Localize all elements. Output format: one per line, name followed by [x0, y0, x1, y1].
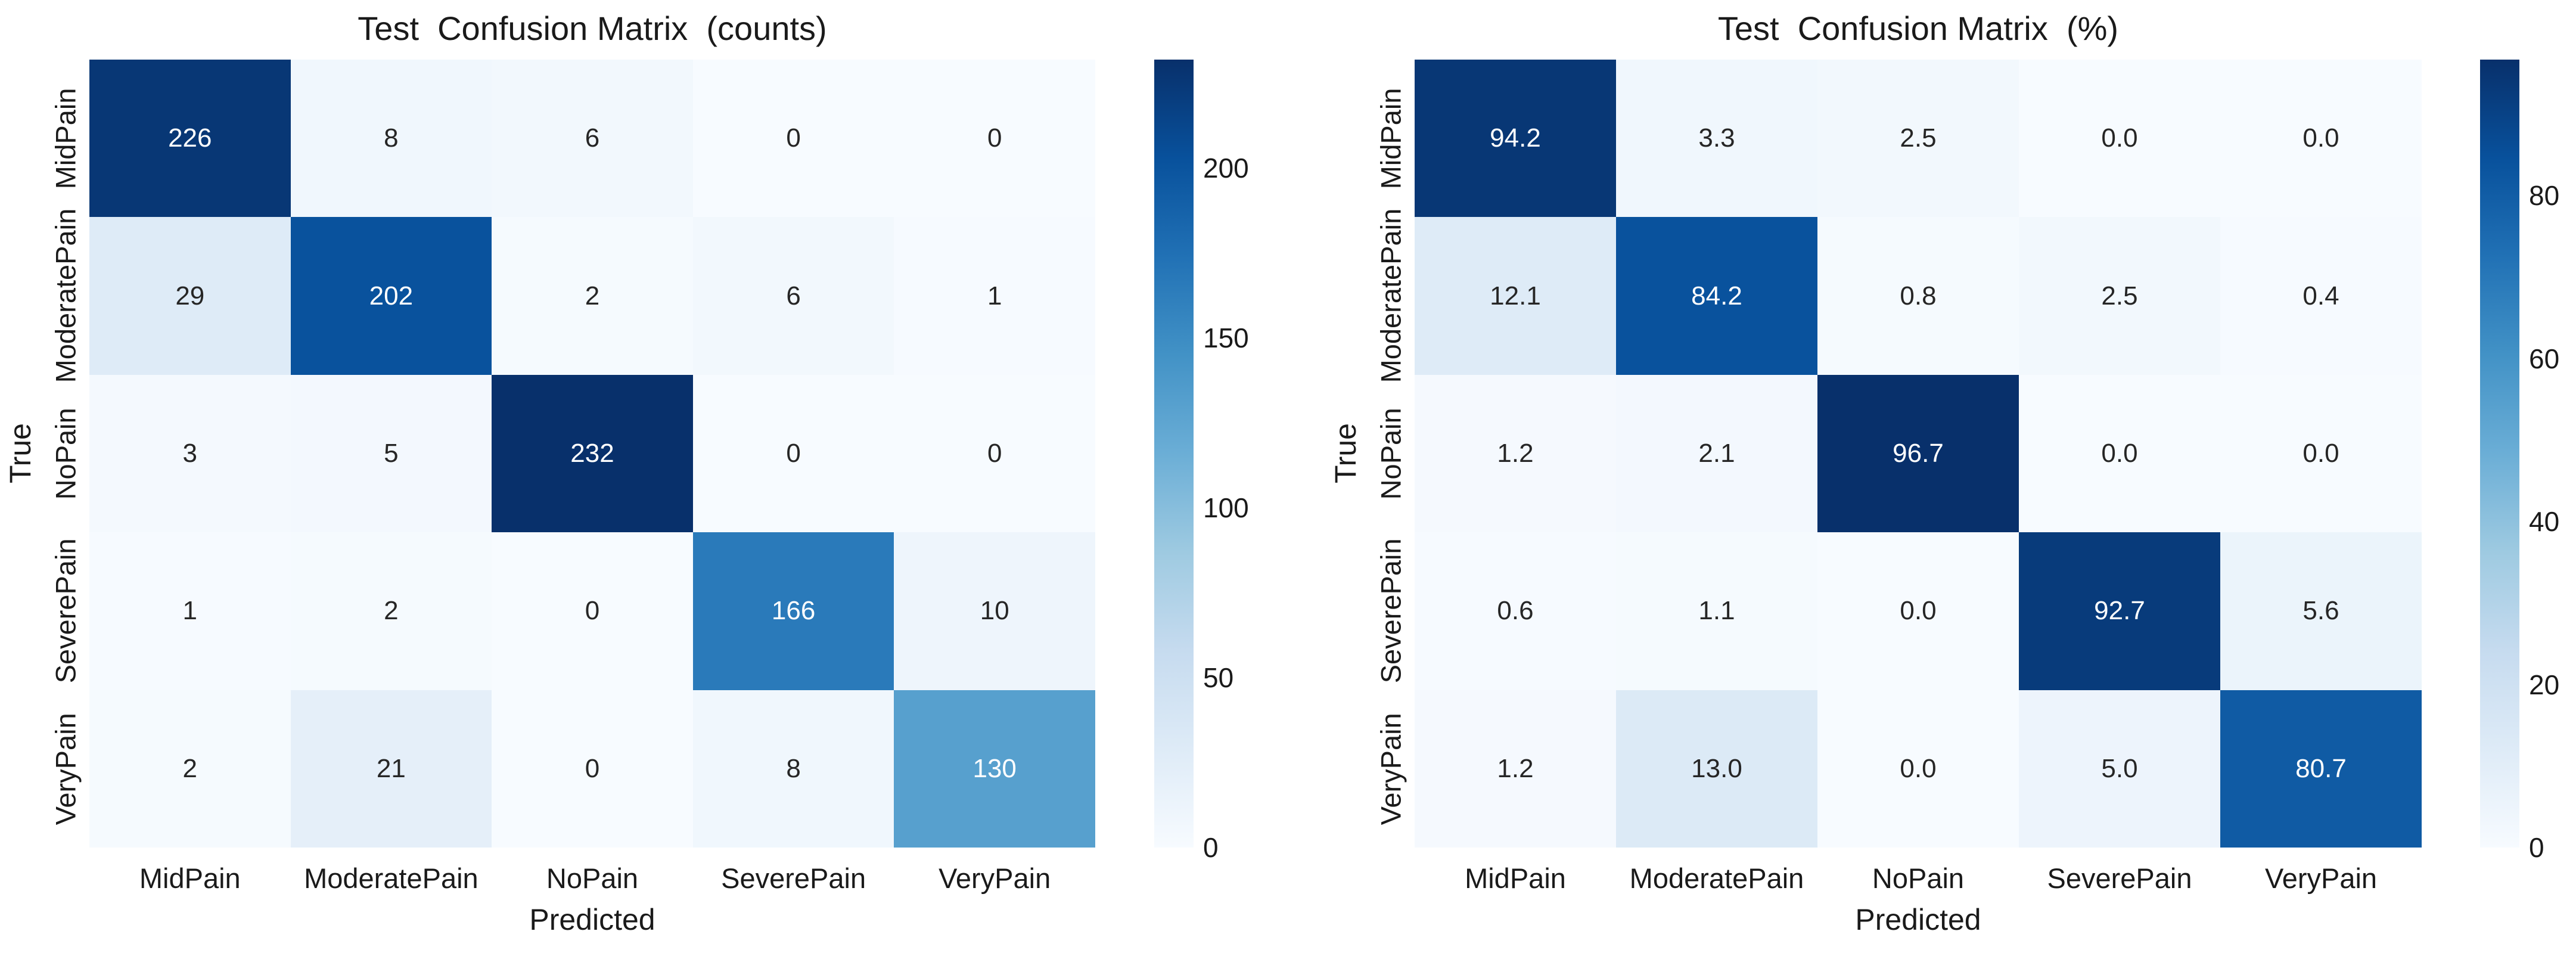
heatmap-cell: 0 [692, 60, 894, 218]
colorbar-tick-label: 0 [1203, 832, 1219, 863]
x-tick-label: MidPain [139, 862, 241, 894]
heatmap-cell: 1 [894, 217, 1095, 375]
heatmap-cell: 130 [894, 690, 1095, 848]
heatmap-cell: 0.0 [2019, 374, 2220, 533]
heatmap-cell: 84.2 [1616, 217, 1817, 375]
y-tick-label: ModeratePain [1375, 209, 1407, 383]
heatmap-cell: 92.7 [2019, 532, 2220, 690]
heatmap-cell: 0.0 [2220, 60, 2422, 218]
heatmap-cell: 13.0 [1616, 690, 1817, 848]
heatmap-cell: 0 [894, 374, 1095, 533]
x-tick-label: MidPain [1465, 862, 1566, 894]
heatmap-cell: 0.8 [1817, 217, 2019, 375]
x-tick-label: ModeratePain [1629, 862, 1804, 894]
y-tick-label: VeryPain [1375, 712, 1407, 825]
heatmap-cell: 0 [492, 532, 693, 690]
heatmap-cell: 0 [492, 690, 693, 848]
x-tick-label: VeryPain [939, 862, 1051, 894]
heatmap-grid: 226 8 6 0 0 29 202 2 6 1 3 5 232 0 0 1 2 0 166 10 2 21 0 8 130 [89, 60, 1095, 848]
heatmap-cell: 5.6 [2220, 532, 2422, 690]
heatmap-cell: 226 [89, 60, 291, 218]
colorbar-tick-label: 0 [2529, 832, 2544, 863]
colorbar-tick-label: 100 [1203, 492, 1249, 524]
heatmap-cell: 0.0 [2019, 60, 2220, 218]
heatmap-cell: 166 [692, 532, 894, 690]
heatmap-cell: 232 [492, 374, 693, 533]
x-tick-label: ModeratePain [304, 862, 478, 894]
heatmap-cell: 80.7 [2220, 690, 2422, 848]
heatmap-cell: 2.5 [1817, 60, 2019, 218]
y-axis-label: True [1329, 423, 1362, 484]
colorbar [1154, 60, 1194, 848]
heatmap-cell: 2.5 [2019, 217, 2220, 375]
heatmap-cell: 1.2 [1415, 374, 1616, 533]
x-tick-label: NoPain [546, 862, 639, 894]
heatmap-cell: 94.2 [1415, 60, 1616, 218]
heatmap-cell: 0.0 [2220, 374, 2422, 533]
heatmap-cell: 12.1 [1415, 217, 1616, 375]
heatmap-cell: 96.7 [1817, 374, 2019, 533]
y-tick-label: NoPain [1375, 407, 1407, 500]
heatmap-cell: 0.0 [1817, 690, 2019, 848]
x-tick-label: SeverePain [721, 862, 866, 894]
heatmap-cell: 3 [89, 374, 291, 533]
heatmap-cell: 0.6 [1415, 532, 1616, 690]
heatmap-cell: 29 [89, 217, 291, 375]
heatmap-cell: 8 [290, 60, 492, 218]
x-tick-label: SeverePain [2047, 862, 2192, 894]
heatmap-grid: 94.2 3.3 2.5 0.0 0.0 12.1 84.2 0.8 2.5 0.4 1.2 2.1 9… [1415, 60, 2422, 848]
heatmap-cell: 5 [290, 374, 492, 533]
colorbar-tick-label: 60 [2529, 343, 2560, 374]
heatmap-cell: 8 [692, 690, 894, 848]
y-tick-label: SeverePain [1375, 538, 1407, 684]
heatmap-cell: 2.1 [1616, 374, 1817, 533]
heatmap-cell: 3.3 [1616, 60, 1817, 218]
colorbar-tick-label: 40 [2529, 506, 2560, 538]
heatmap-cell: 2 [89, 690, 291, 848]
colorbar-tick-label: 50 [1203, 662, 1234, 694]
heatmap-cell: 6 [692, 217, 894, 375]
chart-title: Test Confusion Matrix (%) [1717, 10, 2119, 47]
y-tick-label: MidPain [1375, 88, 1407, 190]
heatmap-cell: 21 [290, 690, 492, 848]
colorbar-tick-label: 20 [2529, 669, 2560, 700]
heatmap-cell: 0.0 [1817, 532, 2019, 690]
heatmap-cell: 1.1 [1616, 532, 1817, 690]
heatmap-cell: 2 [492, 217, 693, 375]
x-tick-label: NoPain [1872, 862, 1965, 894]
x-axis-label: Predicted [529, 903, 655, 936]
colorbar-tick-label: 200 [1203, 153, 1249, 184]
heatmap-cell: 1 [89, 532, 291, 690]
heatmap-cell: 10 [894, 532, 1095, 690]
heatmap-cell: 0 [692, 374, 894, 533]
colorbar-tick-label: 80 [2529, 180, 2560, 212]
heatmap-cell: 6 [492, 60, 693, 218]
x-axis-label: Predicted [1855, 903, 1981, 936]
heatmap-cell: 5.0 [2019, 690, 2220, 848]
heatmap-cell: 0.4 [2220, 217, 2422, 375]
heatmap-cell: 2 [290, 532, 492, 690]
heatmap-cell: 1.2 [1415, 690, 1616, 848]
colorbar-tick-label: 150 [1203, 322, 1249, 354]
heatmap-cell: 202 [290, 217, 492, 375]
heatmap-cell: 0 [894, 60, 1095, 218]
x-tick-label: VeryPain [2264, 862, 2378, 894]
chart-title: Test Confusion Matrix (counts) [358, 10, 827, 47]
colorbar [2480, 60, 2519, 848]
